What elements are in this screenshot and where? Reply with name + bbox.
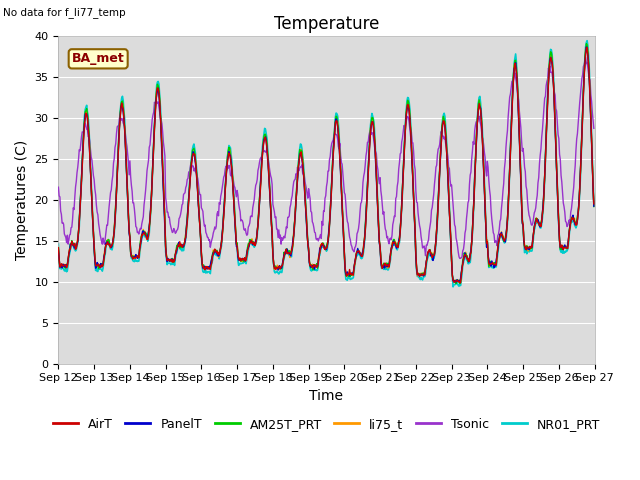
Legend: AirT, PanelT, AM25T_PRT, li75_t, Tsonic, NR01_PRT: AirT, PanelT, AM25T_PRT, li75_t, Tsonic,… bbox=[48, 413, 605, 435]
AM25T_PRT bbox=[64, 256, 72, 262]
Tsonic bbox=[456, 255, 463, 261]
AM25T_PRT bbox=[590, 204, 598, 209]
Title: Temperature: Temperature bbox=[274, 15, 379, 33]
AirT bbox=[64, 257, 72, 263]
PanelT bbox=[54, 247, 62, 253]
AM25T_PRT bbox=[54, 245, 62, 251]
Tsonic bbox=[590, 125, 598, 131]
AirT bbox=[391, 240, 399, 245]
Tsonic bbox=[582, 54, 589, 60]
PanelT bbox=[202, 264, 210, 270]
PanelT bbox=[590, 204, 598, 209]
li75_t bbox=[583, 42, 591, 48]
AM25T_PRT bbox=[202, 265, 210, 271]
NR01_PRT bbox=[391, 241, 399, 247]
PanelT bbox=[452, 279, 460, 285]
NR01_PRT bbox=[173, 246, 181, 252]
Line: NR01_PRT: NR01_PRT bbox=[58, 41, 594, 287]
PanelT bbox=[173, 243, 181, 249]
Tsonic bbox=[54, 184, 62, 190]
NR01_PRT bbox=[64, 262, 72, 268]
AM25T_PRT bbox=[391, 240, 399, 246]
li75_t bbox=[202, 265, 210, 271]
NR01_PRT bbox=[54, 241, 62, 247]
NR01_PRT bbox=[449, 284, 457, 290]
Tsonic bbox=[407, 134, 415, 140]
li75_t bbox=[54, 244, 62, 250]
Tsonic bbox=[202, 229, 210, 235]
li75_t bbox=[173, 241, 181, 247]
AM25T_PRT bbox=[119, 104, 127, 110]
li75_t bbox=[590, 203, 598, 209]
AM25T_PRT bbox=[407, 125, 415, 131]
X-axis label: Time: Time bbox=[310, 389, 344, 403]
Line: li75_t: li75_t bbox=[58, 45, 594, 282]
Line: AirT: AirT bbox=[58, 48, 594, 283]
li75_t bbox=[64, 257, 72, 263]
AirT bbox=[54, 245, 62, 251]
AirT bbox=[173, 244, 181, 250]
AirT bbox=[202, 264, 210, 269]
PanelT bbox=[119, 109, 127, 115]
PanelT bbox=[391, 241, 399, 247]
li75_t bbox=[119, 104, 127, 109]
li75_t bbox=[391, 239, 399, 244]
Tsonic bbox=[119, 120, 127, 126]
AirT bbox=[407, 127, 415, 133]
AirT bbox=[590, 201, 598, 207]
Text: BA_met: BA_met bbox=[72, 52, 125, 65]
AM25T_PRT bbox=[173, 243, 181, 249]
Line: PanelT: PanelT bbox=[58, 47, 594, 282]
PanelT bbox=[407, 128, 415, 133]
AM25T_PRT bbox=[582, 41, 590, 47]
li75_t bbox=[456, 279, 463, 285]
NR01_PRT bbox=[119, 97, 127, 103]
Text: No data for f_li77_temp: No data for f_li77_temp bbox=[3, 7, 126, 18]
AirT bbox=[583, 45, 591, 50]
Tsonic bbox=[391, 214, 399, 219]
Y-axis label: Temperatures (C): Temperatures (C) bbox=[15, 140, 29, 260]
Tsonic bbox=[173, 227, 181, 232]
NR01_PRT bbox=[407, 121, 415, 127]
PanelT bbox=[64, 257, 72, 263]
AirT bbox=[457, 280, 465, 286]
AM25T_PRT bbox=[452, 281, 460, 287]
Tsonic bbox=[64, 241, 72, 247]
AirT bbox=[119, 106, 127, 112]
PanelT bbox=[582, 44, 590, 50]
Line: Tsonic: Tsonic bbox=[58, 57, 594, 258]
Line: AM25T_PRT: AM25T_PRT bbox=[58, 44, 594, 284]
NR01_PRT bbox=[202, 270, 210, 276]
li75_t bbox=[407, 127, 415, 133]
NR01_PRT bbox=[583, 38, 591, 44]
NR01_PRT bbox=[590, 199, 598, 204]
